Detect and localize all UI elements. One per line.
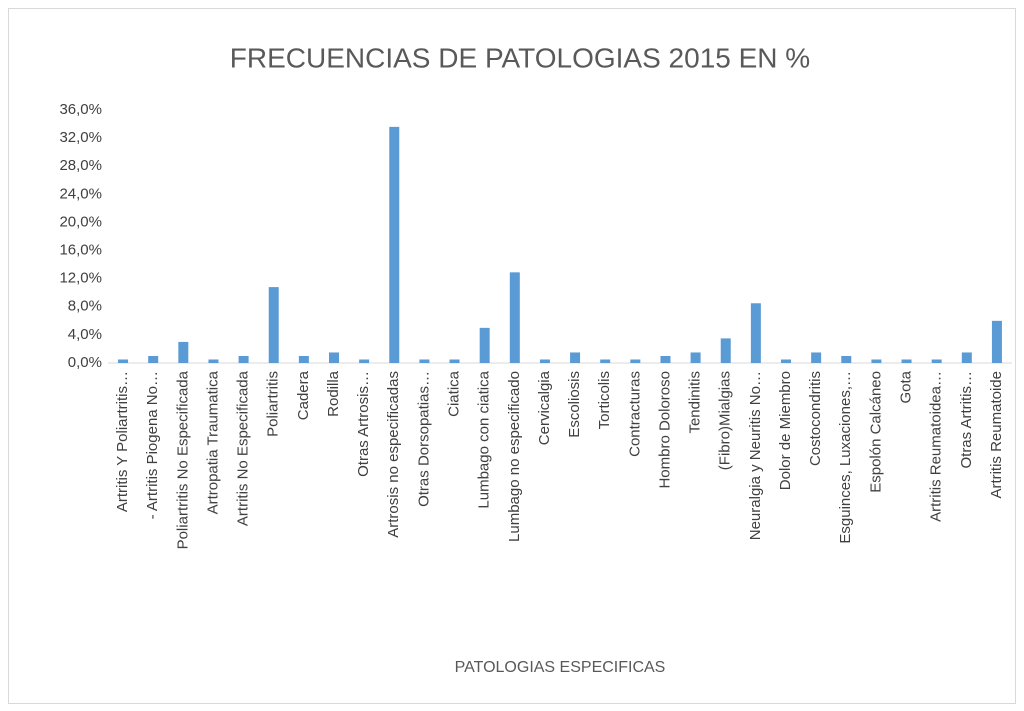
x-tick-label: Poliartritis	[265, 371, 282, 437]
y-tick-label: 0,0%	[68, 354, 102, 371]
x-tick-label: Lumbago no especificado	[506, 371, 523, 542]
x-axis-title: PATOLOGIAS ESPECIFICAS	[455, 659, 666, 676]
bar	[630, 359, 641, 363]
x-tick-label: Neuralgia y Neuritis No…	[747, 371, 764, 540]
y-tick-label: 32,0%	[59, 129, 102, 146]
bar	[750, 303, 761, 363]
bar	[268, 287, 279, 363]
x-tick-label: Hombro Doloroso	[656, 371, 673, 489]
bar	[449, 359, 460, 363]
x-tick-label: Artrosis no especificadas	[385, 371, 402, 538]
x-tick-label: Escoliosis	[566, 371, 583, 438]
x-tick-label: Torticolis	[596, 371, 613, 429]
x-tick-label: Contracturas	[626, 371, 643, 457]
bar	[389, 126, 400, 363]
x-tick-label: Artritis No Especificada	[235, 370, 252, 526]
bar	[871, 359, 882, 363]
bar	[178, 341, 189, 363]
bar	[660, 355, 671, 363]
bar	[208, 359, 219, 363]
bar	[539, 359, 550, 363]
bar	[690, 352, 701, 363]
x-tick-label: Ciatica	[446, 370, 463, 417]
bar	[509, 272, 520, 363]
x-tick-label: Otras Artrosis…	[355, 371, 372, 477]
x-tick-label: Otras Dorsopatias…	[415, 371, 432, 507]
x-tick-label: Tendinitis	[687, 371, 704, 434]
bar	[841, 355, 852, 363]
bar	[570, 352, 581, 363]
bar	[359, 359, 370, 363]
chart-title: FRECUENCIAS DE PATOLOGIAS 2015 EN %	[230, 42, 810, 73]
bar	[238, 355, 249, 363]
y-tick-label: 36,0%	[59, 101, 102, 118]
bar	[991, 320, 1002, 363]
x-tick-label: Artritis Reumatoidea…	[928, 371, 945, 522]
x-tick-label: Espolón Calcáneo	[867, 371, 884, 493]
bar	[811, 352, 822, 363]
x-tick-label: Artritis Reumatoide	[988, 371, 1005, 499]
bar	[720, 338, 731, 363]
y-tick-label: 12,0%	[59, 270, 102, 287]
bar	[931, 359, 942, 363]
y-tick-label: 24,0%	[59, 185, 102, 202]
bar	[118, 359, 129, 363]
y-tick-label: 20,0%	[59, 213, 102, 230]
x-tick-label: Otras Artritis…	[958, 371, 975, 469]
x-tick-label: - Artritis Piogena No…	[144, 371, 161, 519]
y-tick-label: 8,0%	[68, 298, 102, 315]
y-tick-label: 4,0%	[68, 326, 102, 343]
bar	[419, 359, 430, 363]
bar	[901, 359, 912, 363]
x-tick-label: Lumbago con ciatica	[476, 370, 493, 508]
x-tick-label: Costocondritis	[807, 371, 824, 466]
x-tick-label: Poliartritis No Especificada	[174, 370, 191, 549]
x-tick-label: Artropatia Traumatica	[204, 370, 221, 514]
x-tick-label: (Fibro)Mialgias	[717, 371, 734, 470]
bar	[479, 327, 490, 363]
x-tick-label: Esguinces, Luxaciones,…	[837, 371, 854, 544]
x-tick-label: Rodilla	[325, 370, 342, 417]
x-tick-label: Cadera	[295, 370, 312, 420]
bar	[329, 352, 339, 363]
x-tick-label: Cervicalgia	[536, 370, 553, 445]
bar	[148, 355, 159, 363]
bar	[298, 355, 309, 363]
x-tick-label: Dolor de Miembro	[777, 371, 794, 490]
x-tick-label: Gota	[898, 370, 915, 403]
y-tick-label: 16,0%	[59, 242, 102, 259]
bar	[781, 359, 791, 363]
y-tick-label: 28,0%	[59, 157, 102, 174]
bar	[600, 359, 611, 363]
bar	[961, 352, 972, 363]
x-tick-label: Artritis Y Poliartritis…	[114, 371, 131, 512]
